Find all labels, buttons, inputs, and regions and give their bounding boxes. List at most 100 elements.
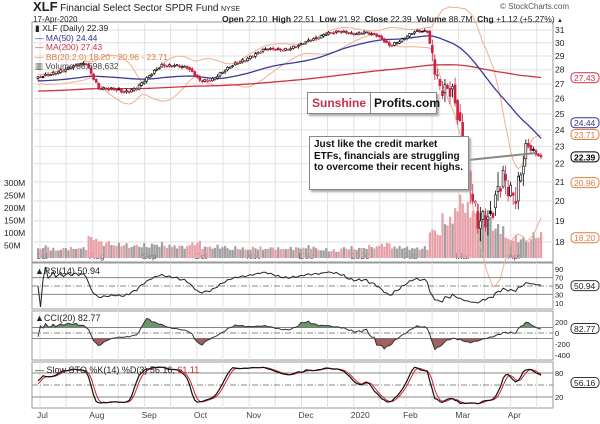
candle-body <box>211 77 214 82</box>
volume-bar <box>340 248 343 258</box>
volume-bar <box>540 232 543 258</box>
candle-body <box>152 69 156 74</box>
volume-bar <box>383 246 386 258</box>
volume-bar <box>203 246 207 258</box>
candle-body <box>127 91 131 93</box>
candle-body <box>226 67 229 71</box>
candle-body <box>221 71 224 74</box>
candle-body <box>324 33 328 36</box>
candle-body <box>398 41 401 44</box>
indicator-tag <box>570 322 600 334</box>
price-axis-label: 31 <box>555 25 565 35</box>
volume-bar <box>213 247 217 258</box>
candle-body <box>537 153 540 156</box>
candle-body <box>271 47 275 50</box>
price-tag <box>570 151 600 163</box>
candle-body <box>286 49 290 51</box>
candle-body <box>251 56 255 58</box>
volume-bar <box>145 246 148 258</box>
month-label-bottom: Feb <box>403 410 418 420</box>
candle-body <box>370 33 373 36</box>
chart-date: 17-Apr-2020 <box>33 15 78 24</box>
candle-body <box>390 45 394 47</box>
volume-icon: ▥ <box>35 61 44 71</box>
volume-bar <box>388 243 391 258</box>
candle-body <box>494 194 497 209</box>
candle-body <box>61 70 65 73</box>
candle-body <box>261 48 265 52</box>
month-label-bottom: Jul <box>37 410 48 420</box>
candle-body <box>120 89 123 93</box>
candle-body <box>79 63 83 66</box>
volume-bar <box>77 248 80 258</box>
volume-bar <box>216 244 219 258</box>
price-axis-label: 22 <box>555 159 565 169</box>
close-label: Close <box>364 14 388 24</box>
volume-bar <box>421 248 424 258</box>
candle-body <box>453 84 457 104</box>
candle-body <box>77 64 80 67</box>
volume-label: Volume <box>416 14 447 24</box>
volume-bar <box>408 249 411 258</box>
candle-body <box>264 48 267 51</box>
open-value: 22.10 <box>246 14 268 24</box>
volume-bar <box>44 245 47 258</box>
candle-body <box>49 74 52 76</box>
candle-body <box>243 60 247 62</box>
candle-body <box>183 65 186 68</box>
candle-body <box>486 216 490 220</box>
candle-body <box>529 145 533 151</box>
brand-profits: Profits.com <box>374 96 441 110</box>
volume-bar <box>112 245 116 258</box>
candle-body <box>256 51 260 55</box>
volume-bar <box>249 249 252 258</box>
candle-body <box>365 31 368 34</box>
volume-bar <box>196 242 199 258</box>
candle-body <box>332 32 336 35</box>
volume-bar <box>272 247 275 258</box>
candle-body <box>372 33 376 35</box>
candle-body <box>511 192 515 196</box>
month-label-bottom: Nov <box>246 410 262 420</box>
indicator-tag <box>570 280 600 292</box>
panel-frame-2 <box>31 310 554 361</box>
candle-body <box>233 62 237 66</box>
volume-bar <box>292 249 295 258</box>
candle-body <box>441 90 444 96</box>
low-value: 21.92 <box>338 14 361 24</box>
volume-bar <box>393 246 396 258</box>
candle-body <box>173 65 176 67</box>
candle-body <box>36 76 40 79</box>
volume-bar <box>256 249 260 258</box>
volume-bar <box>416 247 419 258</box>
volume-bar <box>375 246 378 258</box>
volume-bar <box>436 234 439 258</box>
rsi-label-text: RSI(14) 50.94 <box>43 266 100 276</box>
candle-body <box>254 53 257 57</box>
candle-body <box>87 63 90 69</box>
volume-bar <box>441 213 444 258</box>
legend-ma200-text: MA(200) 27.43 <box>45 42 103 52</box>
sto-label-text: Slow STO %K(14) %D(3) 56.16, <box>46 365 175 375</box>
legend-bb-text: BB(20,2.0) 18.20 - 20.96 - 23.71 <box>45 51 168 62</box>
volume-bar <box>236 249 239 258</box>
volume-bar <box>529 239 533 258</box>
volume-bar <box>279 249 282 258</box>
indicator-tag-value: 50.94 <box>574 281 596 291</box>
volume-bar <box>85 249 88 258</box>
candle-body <box>481 211 485 220</box>
volume-bar <box>241 247 244 258</box>
volume-bar <box>446 225 449 258</box>
candle-body <box>388 42 391 46</box>
candle-body <box>304 41 308 44</box>
price-axis-label: 24 <box>555 125 565 135</box>
candle-body <box>147 75 151 78</box>
volume-bar <box>486 219 490 258</box>
exchange: NYSE <box>221 6 241 13</box>
rsi-label: ▲RSI(14) 50.94 <box>35 266 100 276</box>
ma50-line <box>37 35 542 139</box>
candle-body <box>458 112 462 121</box>
volume-bar <box>411 248 414 258</box>
volume-bar <box>110 245 113 258</box>
